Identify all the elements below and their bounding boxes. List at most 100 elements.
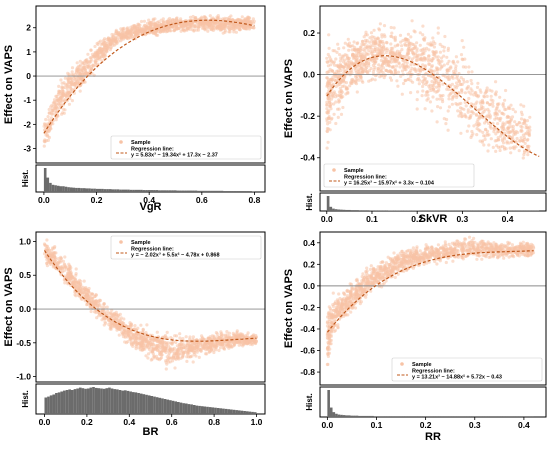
- scatter-point: [411, 43, 414, 46]
- scatter-point: [476, 82, 479, 85]
- scatter-point: [421, 94, 424, 97]
- histogram-label: Hist.: [21, 390, 30, 407]
- scatter-point: [409, 35, 412, 38]
- scatter-point: [325, 104, 328, 107]
- histogram-bar: [218, 191, 221, 192]
- scatter-point: [94, 295, 97, 298]
- scatter-point: [437, 89, 440, 92]
- scatter-point: [143, 24, 146, 27]
- scatter-point: [86, 53, 89, 56]
- scatter-point: [399, 41, 402, 44]
- scatter-point: [475, 133, 478, 136]
- scatter-point: [93, 59, 96, 62]
- scatter-point: [528, 116, 531, 119]
- scatter-point: [325, 57, 328, 60]
- scatter-point: [190, 22, 193, 25]
- histogram-bars: [44, 168, 255, 192]
- scatter-point: [250, 339, 253, 342]
- y-tick-label: -2: [23, 119, 31, 129]
- scatter-point: [179, 17, 182, 20]
- histogram-bar: [140, 394, 143, 414]
- scatter-point: [225, 330, 228, 333]
- scatter-point: [43, 138, 46, 141]
- histogram-bar: [52, 185, 55, 192]
- legend-sample-marker: [119, 140, 123, 144]
- scatter-point: [138, 335, 141, 338]
- histogram-bar: [105, 388, 108, 414]
- histogram-bar: [213, 191, 216, 192]
- scatter-point: [106, 306, 109, 309]
- scatter-point: [153, 339, 156, 342]
- scatter-point: [64, 83, 67, 86]
- scatter-point: [389, 42, 392, 45]
- scatter-point: [75, 267, 78, 270]
- scatter-point: [341, 57, 344, 60]
- histogram-bar: [327, 196, 330, 211]
- scatter-point: [528, 126, 531, 129]
- histogram-bar: [239, 191, 242, 192]
- scatter-point: [47, 139, 50, 142]
- scatter-point: [330, 78, 333, 81]
- scatter-point: [333, 49, 336, 52]
- histogram-bar: [174, 401, 177, 414]
- scatter-point: [366, 46, 369, 49]
- scatter-point: [337, 116, 340, 119]
- histogram-bar: [201, 406, 204, 414]
- histogram-bar: [109, 189, 112, 192]
- x-tick-label: 0.8: [208, 417, 220, 427]
- scatter-point: [447, 129, 450, 132]
- scatter-point: [236, 341, 239, 344]
- scatter-point: [221, 21, 224, 24]
- x-tick-label: 0.6: [166, 417, 178, 427]
- x-tick-label: 0.0: [39, 417, 51, 427]
- histogram-bar: [135, 392, 138, 414]
- scatter-point: [108, 38, 111, 41]
- scatter-point: [353, 40, 356, 43]
- histogram-bar: [202, 191, 205, 192]
- scatter-point: [512, 127, 515, 130]
- scatter-point: [161, 340, 164, 343]
- scatter-point: [493, 128, 496, 131]
- scatter-point: [95, 299, 98, 302]
- legend-sample-marker: [332, 168, 336, 172]
- scatter-point: [383, 35, 386, 38]
- scatter-point: [451, 60, 454, 63]
- scatter-point: [53, 255, 56, 258]
- histogram-bar: [189, 191, 192, 192]
- scatter-point: [121, 28, 124, 31]
- scatter-point: [140, 20, 143, 23]
- scatter-point: [464, 66, 467, 69]
- scatter-point: [470, 79, 473, 82]
- y-axis-label: Effect on VAPS: [283, 59, 295, 138]
- histogram-bar: [148, 190, 151, 192]
- scatter-point: [447, 109, 450, 112]
- histogram-bar: [59, 186, 62, 192]
- scatter-point: [330, 59, 333, 62]
- scatter-point: [386, 49, 389, 52]
- scatter-point: [328, 47, 331, 50]
- scatter-point: [394, 69, 397, 72]
- scatter-point: [486, 149, 489, 152]
- scatter-point: [44, 244, 47, 247]
- scatter-point: [134, 33, 137, 36]
- scatter-point: [79, 90, 82, 93]
- scatter-point: [416, 98, 419, 101]
- scatter-point: [113, 312, 116, 315]
- scatter-point: [465, 104, 468, 107]
- scatter-point: [390, 26, 393, 29]
- scatter-point: [413, 56, 416, 59]
- histogram-bar: [193, 405, 196, 414]
- scatter-point: [173, 29, 176, 32]
- histogram-bar: [150, 190, 153, 192]
- histogram-bar: [124, 190, 127, 192]
- x-tick-label: 0.3: [456, 214, 468, 224]
- histogram-bar: [52, 395, 55, 415]
- scatter-point: [502, 125, 505, 128]
- scatter-point: [330, 83, 333, 86]
- scatter-point: [361, 67, 364, 70]
- histogram-bar: [47, 178, 50, 192]
- scatter-point: [241, 342, 244, 345]
- scatter-point: [141, 341, 144, 344]
